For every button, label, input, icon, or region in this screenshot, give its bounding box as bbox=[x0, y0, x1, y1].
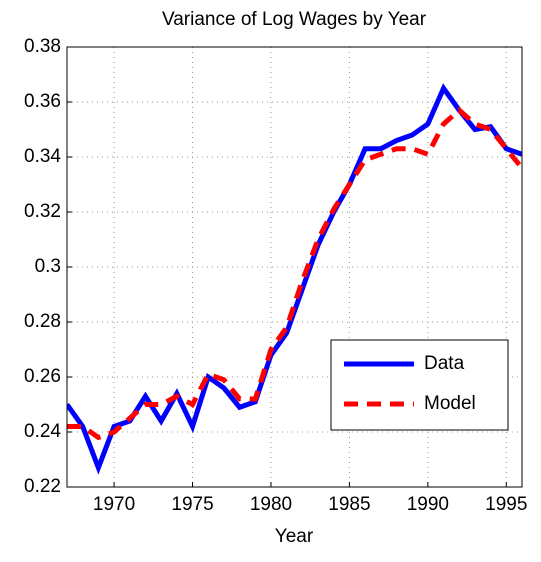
y-tick-label: 0.38 bbox=[24, 36, 61, 57]
y-tick-label: 0.32 bbox=[24, 201, 61, 222]
y-tick-label: 0.26 bbox=[24, 366, 61, 387]
y-tick-label: 0.22 bbox=[24, 476, 61, 497]
x-tick-label: 1985 bbox=[328, 494, 370, 515]
y-tick-label: 0.28 bbox=[24, 311, 61, 332]
x-axis-label: Year bbox=[275, 526, 314, 547]
x-tick-label: 1970 bbox=[93, 494, 135, 515]
y-tick-label: 0.34 bbox=[24, 146, 61, 167]
x-tick-label: 1995 bbox=[485, 494, 527, 515]
x-tick-label: 1990 bbox=[407, 494, 449, 515]
legend-box bbox=[330, 339, 509, 431]
y-tick-label: 0.24 bbox=[24, 421, 61, 442]
chart-title: Variance of Log Wages by Year bbox=[162, 9, 427, 30]
x-tick-label: 1980 bbox=[250, 494, 292, 515]
x-tick-label: 1975 bbox=[171, 494, 213, 515]
data-line bbox=[67, 106, 522, 441]
y-tick-label: 0.36 bbox=[24, 91, 61, 112]
legend-label: Model bbox=[424, 393, 476, 414]
legend-label: Data bbox=[424, 353, 465, 374]
y-tick-label: 0.3 bbox=[35, 256, 61, 277]
axes-box bbox=[66, 46, 523, 488]
